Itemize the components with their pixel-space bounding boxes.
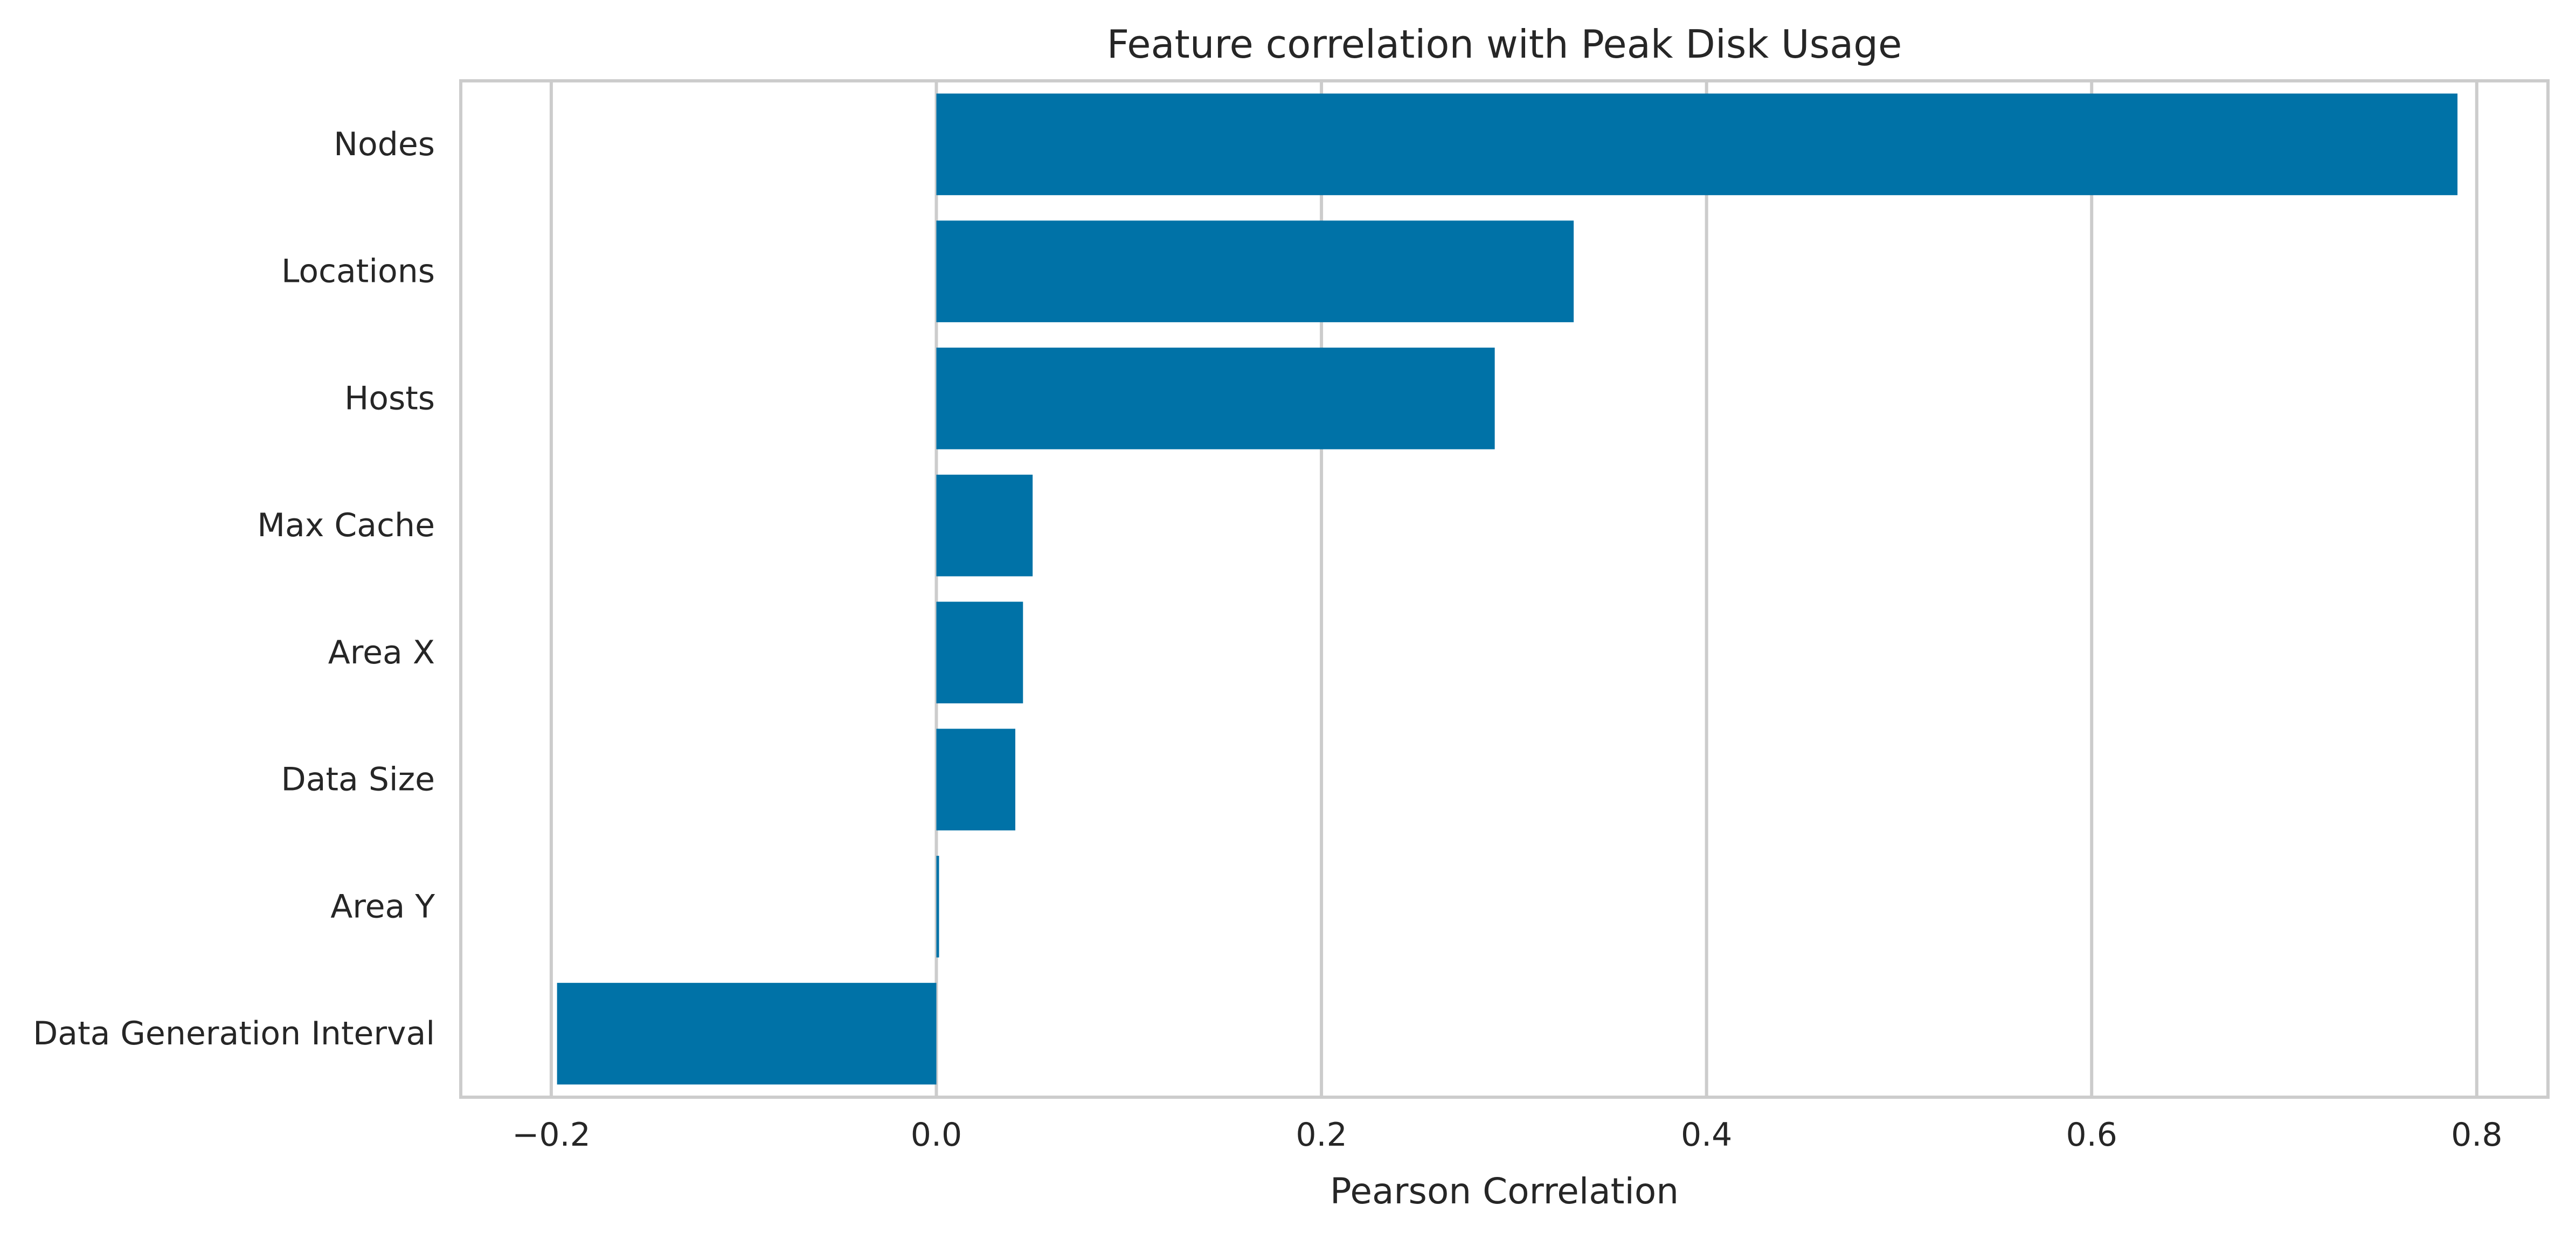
bar-nodes [936,93,2458,196]
bar-area-x [936,601,1023,704]
x-tick-label: 0.2 [1296,1116,1347,1154]
x-tick-label: 0.6 [2066,1116,2117,1154]
plot-frame [459,79,2550,1099]
x-tick-label: 0.8 [2451,1116,2502,1154]
category-label: Nodes [334,126,435,163]
bar-hosts [936,348,1495,449]
bar-data-generation-interval [557,982,937,1085]
x-tick-label: 0.0 [911,1116,962,1154]
bars [557,93,2458,1085]
bar-area-y [936,856,939,958]
x-axis-label: Pearson Correlation [1330,1170,1679,1212]
bar-locations [936,220,1574,322]
category-label: Area Y [330,888,435,925]
category-label: Area X [328,634,435,671]
category-label: Hosts [344,379,435,417]
bar-max-cache [936,474,1033,577]
bar-data-size [936,729,1015,830]
x-tick-label: −0.2 [512,1116,591,1154]
x-tick-labels: −0.2 0.0 0.2 0.4 0.6 0.8 [512,1116,2502,1154]
category-label: Data Generation Interval [33,1015,435,1052]
category-labels: Nodes Locations Hosts Max Cache Area X Data S… [33,126,435,1052]
chart-title: Feature correlation with Peak Disk Usage [1107,22,1902,67]
category-label: Max Cache [257,507,435,544]
x-tick-label: 0.4 [1681,1116,1732,1154]
category-label: Data Size [281,761,435,799]
category-label: Locations [281,253,435,290]
